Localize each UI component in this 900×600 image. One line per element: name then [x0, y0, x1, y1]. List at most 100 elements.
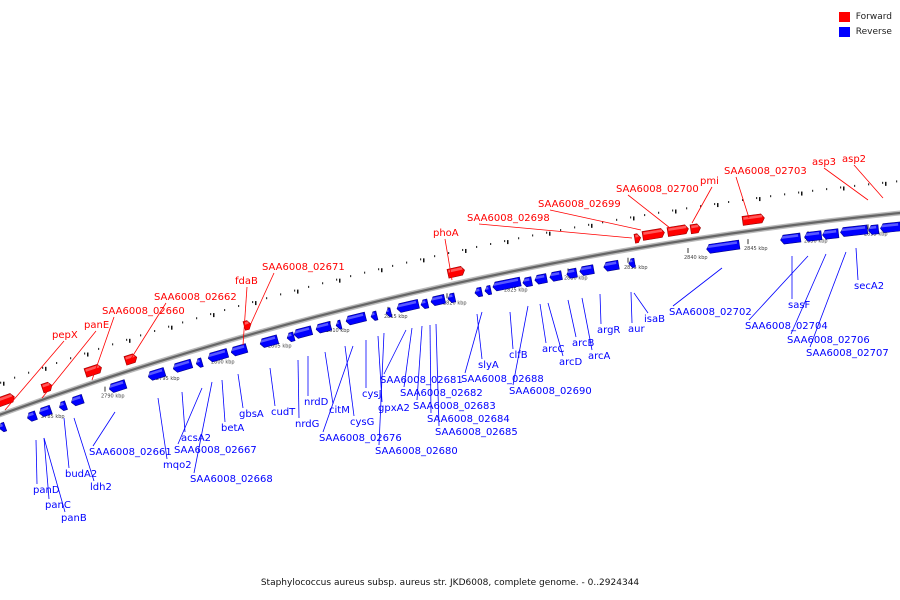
reverse-label-connector: [599, 293, 602, 325]
reverse-label-connector: [324, 351, 334, 405]
guide-dash: [255, 301, 257, 306]
tick-label: 2820 kbp: [443, 300, 467, 306]
guide-dot: [266, 297, 268, 300]
reverse-label-connector: [790, 253, 827, 335]
reverse-gene-label: SAA6008_02683: [413, 401, 496, 412]
guide-dash: [129, 338, 131, 343]
forward-label-connector: [691, 186, 713, 224]
guide-dot: [336, 278, 338, 281]
tick-label: 2840 kbp: [684, 255, 708, 261]
guide-dot: [70, 357, 72, 360]
tick-label: 2830 kbp: [564, 276, 588, 282]
reverse-gene-label: SAA6008_02682: [400, 388, 483, 399]
reverse-gene-block: [840, 224, 869, 237]
reverse-gene-block: [579, 264, 595, 276]
reverse-gene-label: SAA6008_02704: [745, 321, 828, 332]
reverse-label-connector: [35, 439, 38, 485]
legend-forward: Forward: [838, 9, 892, 24]
guide-dot: [56, 361, 58, 364]
guide-dot: [812, 189, 814, 192]
reverse-label-connector: [403, 327, 413, 388]
reverse-gene-label: panB: [61, 513, 87, 524]
guide-dot: [406, 261, 408, 264]
reverse-gene-block: [370, 310, 379, 321]
tick-label: 2845 kbp: [744, 246, 768, 252]
reverse-swatch: [838, 26, 850, 37]
guide-dash: [465, 248, 467, 253]
forward-gene-label: SAA6008_02662: [154, 292, 237, 303]
reverse-label-connector: [435, 323, 440, 427]
reverse-gene-block: [603, 259, 620, 272]
guide-dot: [294, 289, 296, 292]
reverse-gene-label: SAA6008_02690: [509, 386, 592, 397]
reverse-gene-label: SAA6008_02676: [319, 433, 402, 444]
reverse-gene-block: [780, 232, 802, 245]
guide-dot: [602, 221, 604, 224]
reverse-label-connector: [509, 311, 514, 350]
reverse-gene-block: [172, 358, 194, 373]
reverse-gene-label: SAA6008_02681: [380, 375, 463, 386]
reverse-gene-block: [396, 298, 420, 313]
reverse-gene-block: [492, 276, 522, 292]
guide-dot: [588, 223, 590, 226]
forward-swatch: [838, 11, 850, 22]
reverse-gene-block: [447, 292, 457, 303]
genome-axis: [0, 210, 900, 418]
forward-gene-label: panE: [84, 320, 109, 331]
reverse-label-connector: [567, 299, 577, 338]
reverse-gene-block: [286, 331, 296, 343]
forward-label-connector: [242, 286, 248, 346]
guide-dot: [14, 376, 16, 379]
forward-label-connector: [735, 176, 750, 219]
guide-dash: [45, 366, 47, 371]
guide-dot: [98, 347, 100, 350]
reverse-gene-label: budA2: [65, 469, 97, 480]
guide-dot: [378, 268, 380, 271]
forward-gene-block: [641, 228, 665, 241]
guide-dot: [168, 325, 170, 328]
guide-dot: [686, 207, 688, 210]
reverse-gene-label: SAA6008_02668: [190, 474, 273, 485]
tick-marks: 2785 kbp 2790 kbp 2795 kbp 2800 kbp 2805 kbp…: [0, 180, 898, 420]
reverse-genes: [0, 221, 900, 433]
guide-dot: [350, 275, 352, 278]
guide-dot: [364, 271, 366, 274]
guide-dot: [392, 264, 394, 267]
reverse-gene-label: arcD: [559, 357, 583, 368]
forward-label-connector: [4, 340, 65, 411]
guide-dot: [42, 366, 44, 369]
gene-labels: pepX panE SAA6008_02660 SAA6008_02662 fdaB SA…: [4, 154, 889, 524]
guide-dot: [546, 231, 548, 234]
tick-label: 2855 kbp: [864, 231, 888, 237]
guide-dash: [3, 381, 5, 386]
reverse-label-connector: [383, 329, 407, 375]
reverse-gene-label: sasF: [788, 300, 811, 311]
tick-label: 2815 kbp: [384, 314, 408, 320]
reverse-gene-label: arcA: [588, 351, 611, 362]
guide-dash: [591, 223, 593, 228]
reverse-gene-label: SAA6008_02661: [89, 447, 172, 458]
forward-gene-label: SAA6008_02703: [724, 166, 807, 177]
reverse-gene-block: [259, 334, 280, 348]
forward-gene-label: phoA: [433, 228, 459, 239]
reverse-label-connector: [429, 324, 432, 414]
guide-dot: [126, 338, 128, 341]
reverse-gene-label: slyA: [478, 360, 499, 371]
reverse-gene-label: SAA6008_02685: [435, 427, 518, 438]
guide-dash: [717, 203, 719, 208]
reverse-gene-block: [147, 367, 167, 381]
guide-dot: [728, 201, 730, 204]
guide-dash: [171, 325, 173, 330]
reverse-gene-label: panD: [33, 485, 60, 496]
guide-dash: [87, 352, 89, 357]
tick-label: 2795 kbp: [156, 376, 180, 382]
reverse-label-connector: [43, 437, 66, 513]
forward-gene-block: [40, 381, 53, 394]
reverse-gene-block: [566, 267, 578, 279]
guide-dash: [507, 240, 509, 245]
forward-gene-label: asp3: [812, 157, 836, 168]
guide-dot: [210, 313, 212, 316]
reverse-gene-block: [207, 348, 230, 363]
guide-dash: [339, 278, 341, 283]
reverse-gene-label: arcC: [542, 344, 565, 355]
